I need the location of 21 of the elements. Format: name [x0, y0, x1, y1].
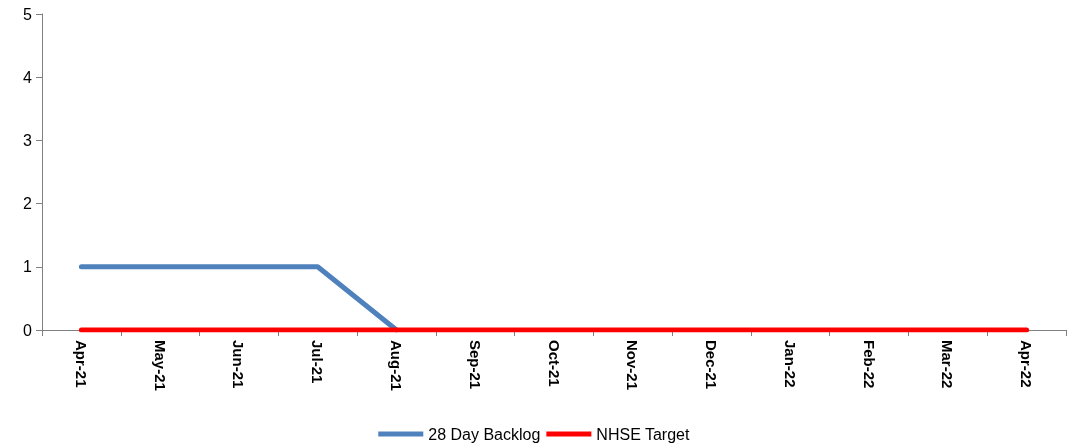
x-tick-label: Mar-22: [939, 340, 957, 389]
x-tick-label: Jun-21: [230, 340, 248, 389]
y-tick-label: 1: [23, 258, 33, 276]
x-tick-label: Apr-22: [1018, 340, 1036, 388]
x-tick-label: Sep-21: [466, 340, 484, 390]
y-tick-label: 5: [23, 5, 33, 23]
x-tick-label: Nov-21: [624, 340, 642, 391]
x-tick-label: Jul-21: [309, 340, 327, 384]
y-tick-label: 4: [23, 68, 33, 86]
x-tick-label: Aug-21: [387, 340, 405, 391]
y-tick-label: 2: [23, 195, 33, 213]
y-tick-label: 3: [23, 131, 33, 149]
x-tick-label: May-21: [151, 340, 169, 391]
x-tick-label: Apr-21: [72, 340, 90, 388]
legend-label: 28 Day Backlog: [428, 425, 541, 443]
x-tick-label: Oct-21: [545, 340, 563, 387]
x-tick-label: Dec-21: [703, 340, 721, 390]
y-tick-label: 0: [23, 321, 33, 339]
x-tick-label: Jan-22: [781, 340, 799, 388]
legend-label: NHSE Target: [596, 425, 690, 443]
x-tick-label: Feb-22: [860, 340, 878, 389]
